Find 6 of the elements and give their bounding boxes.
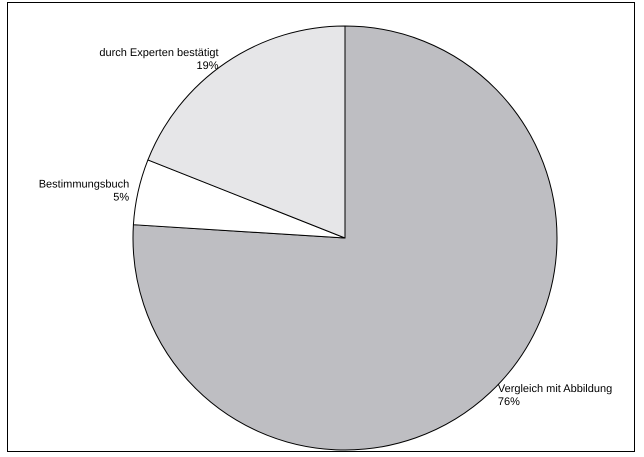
data-label: 5% bbox=[113, 191, 130, 204]
slice-label: Vergleich mit Abbildung bbox=[498, 382, 612, 395]
data-label: 76% bbox=[498, 396, 520, 408]
slice-label: durch Experten bestätigt bbox=[99, 46, 219, 59]
data-label: 19% bbox=[196, 60, 219, 72]
slice-label: Bestimmungsbuch bbox=[38, 178, 130, 190]
